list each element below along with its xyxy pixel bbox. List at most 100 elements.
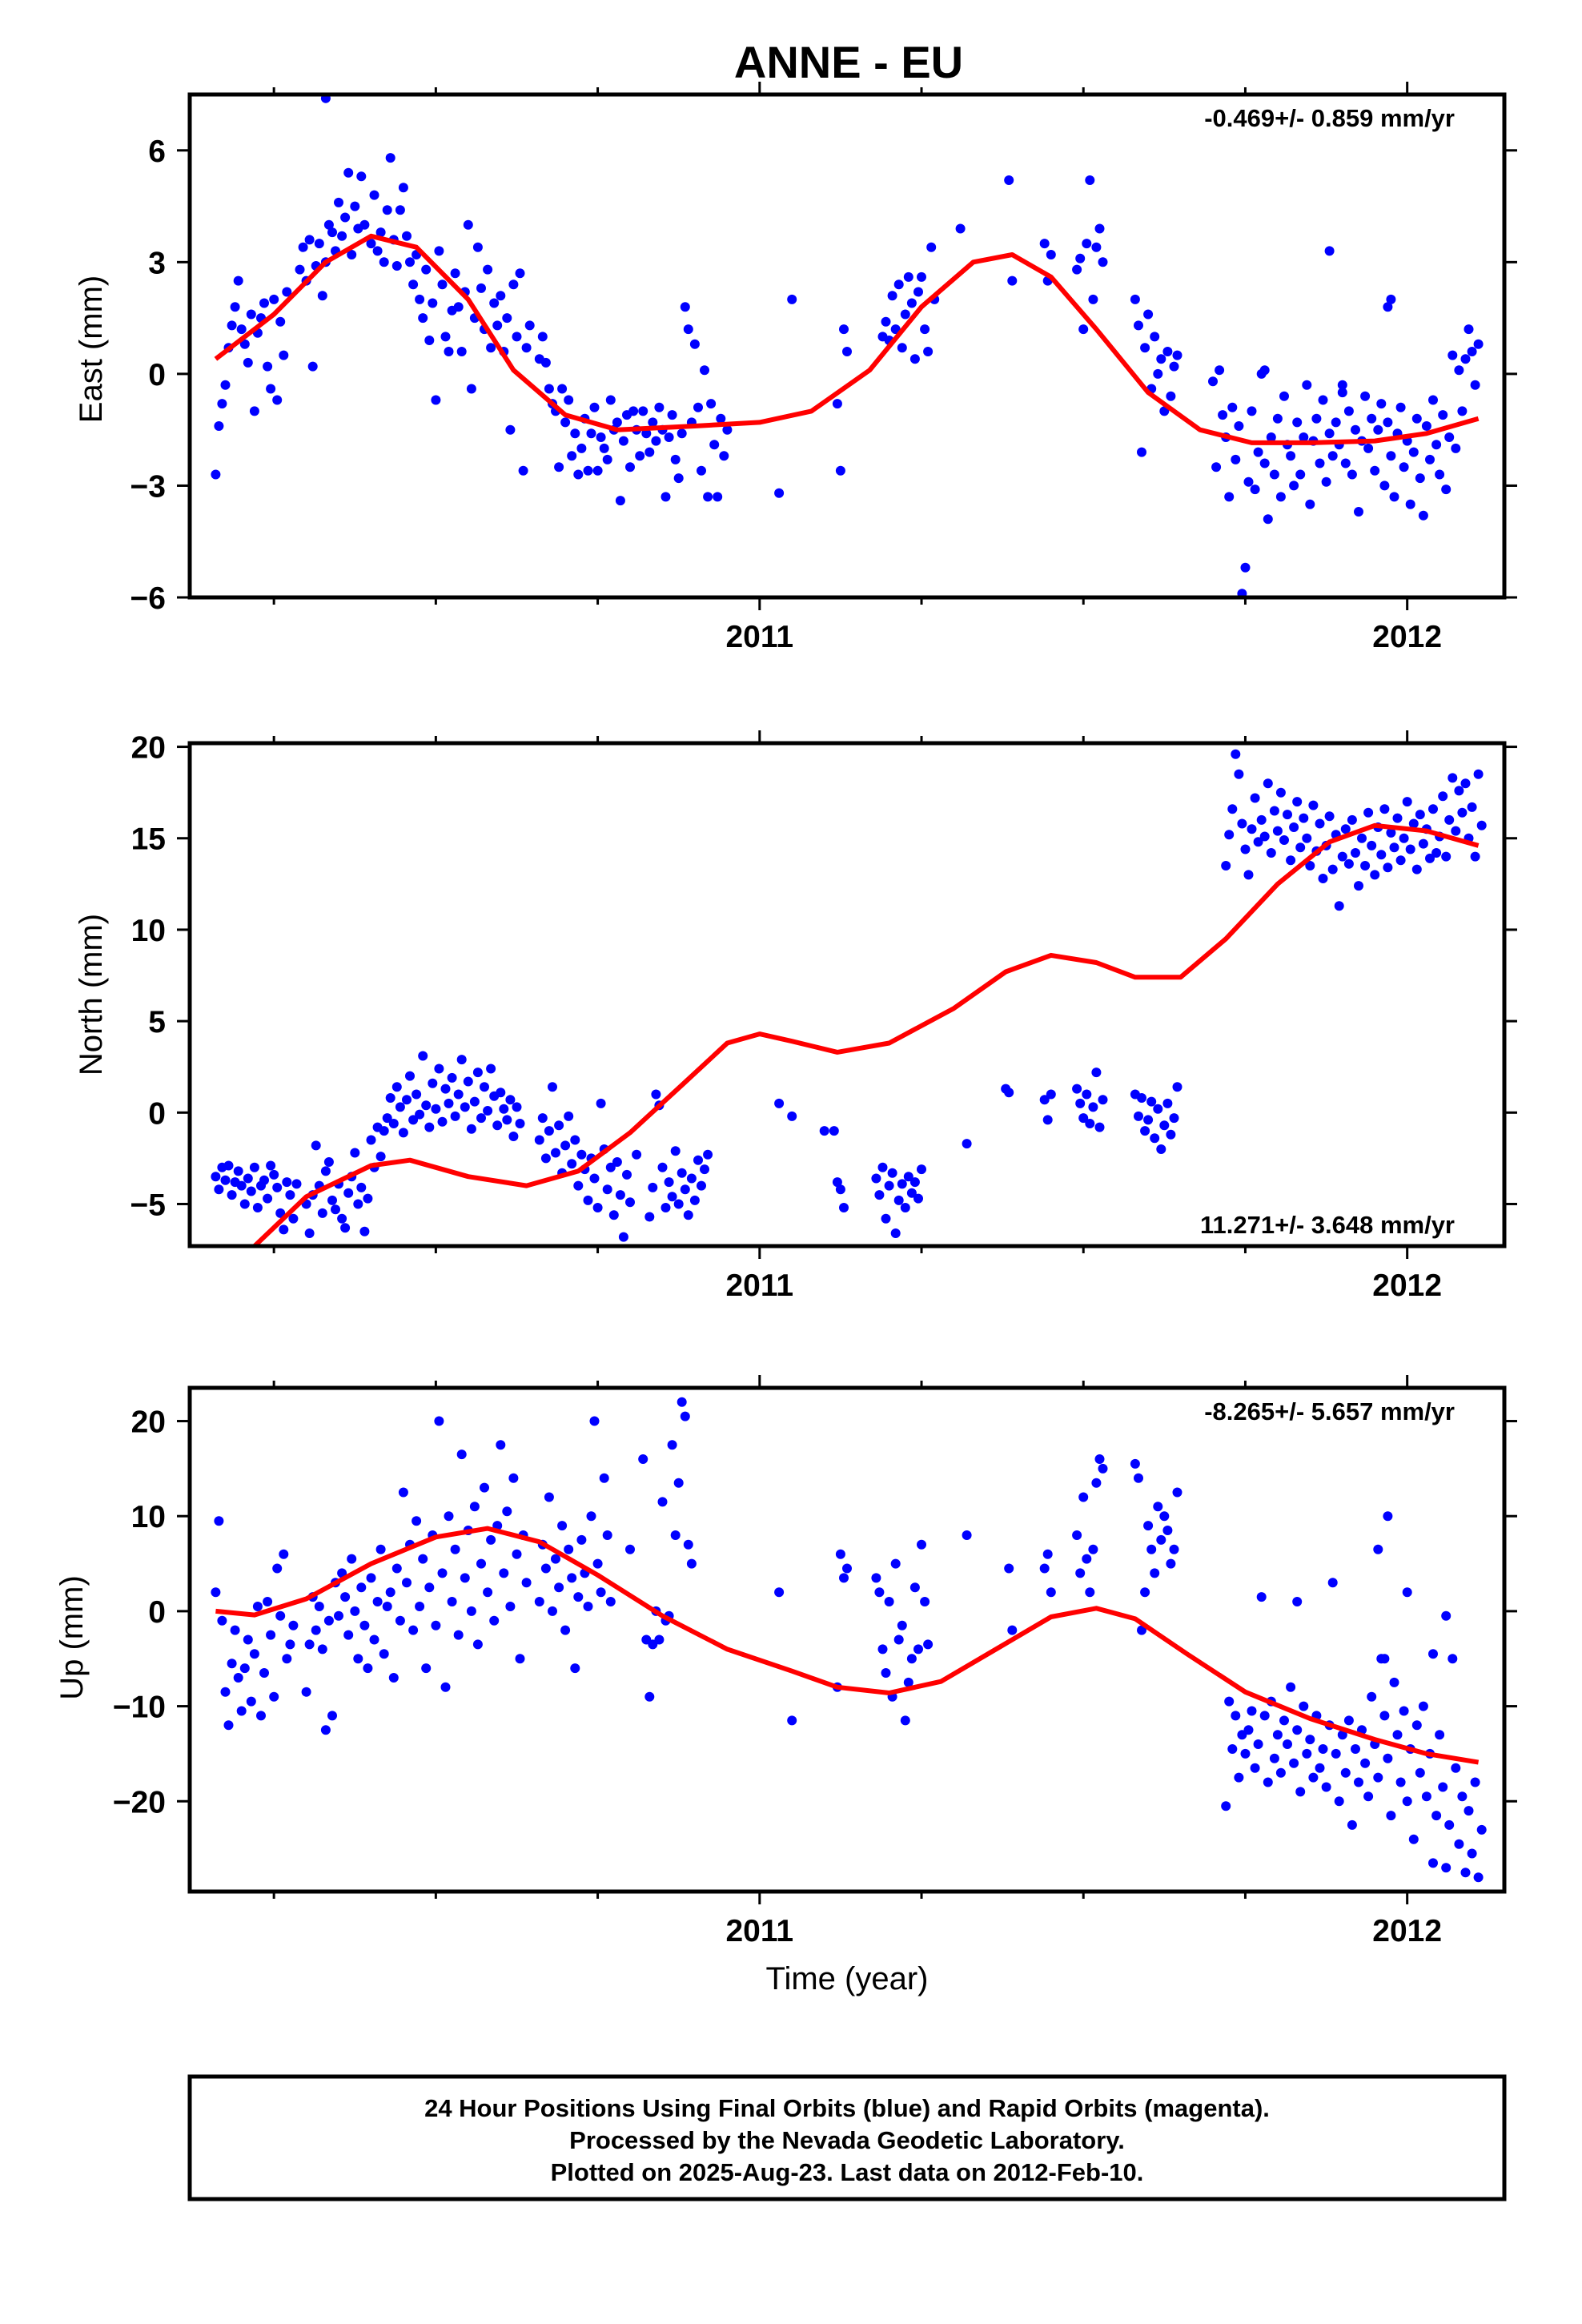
east-point-256 [1373, 424, 1383, 435]
up-point-258 [1454, 1839, 1464, 1849]
up-point-261 [1464, 1806, 1474, 1816]
north-point-18 [269, 1169, 279, 1180]
east-point-174 [926, 242, 937, 252]
north-ytick-label-1: 0 [148, 1096, 166, 1131]
north-point-230 [1340, 824, 1351, 834]
up-point-244 [1408, 1834, 1419, 1844]
east-point-253 [1363, 443, 1374, 453]
east-point-179 [1039, 239, 1050, 249]
north-point-183 [1143, 1115, 1154, 1125]
up-point-253 [1438, 1782, 1448, 1792]
up-point-264 [1473, 1872, 1484, 1883]
east-point-42 [356, 171, 367, 182]
east-point-52 [391, 261, 402, 271]
east-point-235 [1305, 499, 1315, 509]
north-point-59 [408, 1115, 419, 1125]
east-point-210 [1224, 492, 1235, 502]
north-point-97 [548, 1082, 557, 1092]
caption-line-1: 24 Hour Positions Using Final Orbits (bl… [424, 2094, 1270, 2122]
up-point-149 [900, 1715, 910, 1726]
east-point-40 [350, 201, 360, 211]
east-point-271 [1421, 421, 1431, 431]
east-point-27 [307, 361, 318, 372]
east-point-136 [670, 454, 681, 464]
north-rate-text: 11.271+/- 3.648 mm/yr [1200, 1211, 1455, 1239]
up-point-72 [453, 1630, 464, 1640]
east-point-50 [385, 153, 396, 163]
east-point-170 [913, 287, 923, 297]
east-ytick-label-1: −3 [130, 469, 166, 504]
up-point-103 [564, 1544, 574, 1554]
north-point-116 [608, 1210, 619, 1220]
north-point-196 [1231, 749, 1241, 759]
north-point-82 [483, 1106, 493, 1116]
north-point-45 [363, 1193, 373, 1204]
north-point-171 [1075, 1098, 1086, 1108]
east-point-203 [1169, 361, 1179, 372]
east-rate-text: -0.469+/- 0.859 mm/yr [1204, 104, 1455, 132]
east-point-259 [1383, 417, 1393, 428]
north-point-158 [900, 1203, 910, 1212]
north-point-253 [1415, 810, 1425, 820]
east-point-189 [1094, 223, 1105, 234]
north-point-131 [670, 1146, 681, 1156]
north-point-72 [450, 1111, 460, 1121]
up-point-236 [1383, 1753, 1393, 1763]
east-point-198 [1153, 368, 1163, 379]
north-point-80 [476, 1113, 486, 1124]
north-point-141 [703, 1149, 713, 1160]
up-point-239 [1392, 1730, 1403, 1740]
north-point-186 [1153, 1104, 1163, 1114]
up-point-54 [395, 1615, 405, 1626]
up-point-151 [906, 1654, 917, 1664]
up-point-190 [1234, 1772, 1244, 1783]
north-point-76 [463, 1076, 473, 1087]
north-point-9 [239, 1199, 250, 1209]
east-point-283 [1460, 354, 1471, 364]
north-point-114 [602, 1184, 612, 1195]
up-point-83 [489, 1615, 500, 1626]
up-point-12 [249, 1649, 259, 1659]
east-point-158 [842, 347, 852, 356]
east-point-54 [398, 183, 408, 193]
north-point-68 [437, 1116, 448, 1127]
up-point-18 [269, 1691, 279, 1702]
up-point-56 [402, 1578, 412, 1588]
north-point-117 [612, 1157, 622, 1167]
up-point-262 [1467, 1848, 1477, 1859]
up-point-117 [625, 1544, 635, 1554]
north-point-173 [1082, 1089, 1092, 1100]
up-point-110 [586, 1511, 596, 1522]
up-point-183 [1166, 1558, 1176, 1569]
up-point-266 [1373, 1544, 1383, 1554]
north-point-167 [1039, 1095, 1050, 1105]
north-point-272 [1476, 820, 1487, 830]
up-point-152 [909, 1582, 920, 1593]
chart-title: ANNE - EU [734, 37, 963, 87]
up-point-107 [576, 1534, 587, 1545]
up-point-25 [301, 1687, 311, 1697]
east-point-279 [1447, 350, 1458, 360]
east-point-238 [1315, 458, 1325, 468]
east-point-292 [1337, 380, 1347, 390]
up-point-93 [521, 1578, 532, 1588]
east-point-53 [395, 205, 405, 215]
east-point-186 [1085, 175, 1095, 185]
north-point-206 [1263, 778, 1273, 789]
east-point-249 [1351, 424, 1360, 435]
east-point-164 [893, 279, 904, 290]
east-axis-label: East (mm) [74, 275, 109, 423]
up-point-162 [1046, 1587, 1056, 1598]
up-point-112 [592, 1558, 603, 1569]
north-frame [187, 741, 1507, 1248]
up-point-23 [285, 1639, 295, 1650]
east-point-183 [1075, 253, 1086, 263]
north-point-57 [402, 1095, 412, 1105]
up-point-199 [1263, 1777, 1273, 1787]
caption-line-2: Processed by the Nevada Geodetic Laborat… [569, 2126, 1125, 2154]
north-point-136 [686, 1173, 697, 1184]
east-point-125 [635, 451, 645, 461]
east-point-241 [1324, 428, 1335, 439]
north-point-20 [275, 1208, 286, 1218]
up-point-147 [893, 1634, 904, 1645]
